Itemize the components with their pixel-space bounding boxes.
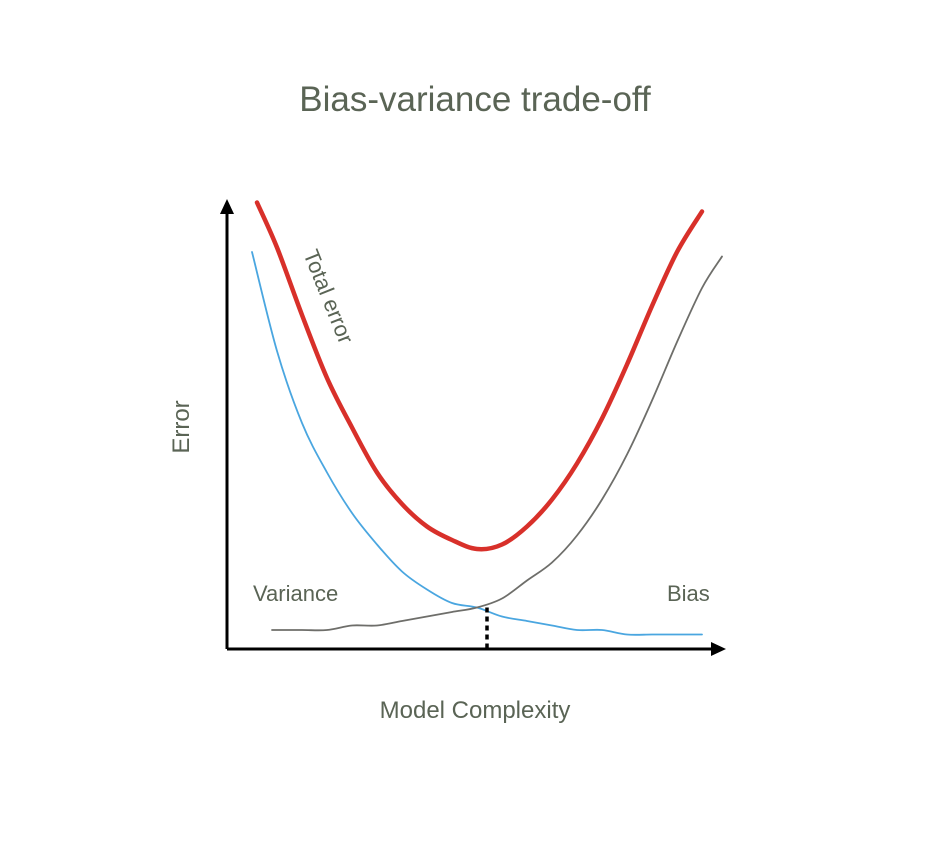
bias-label: Bias bbox=[667, 581, 710, 606]
chart-title: Bias-variance trade-off bbox=[299, 80, 651, 119]
series-layer bbox=[251, 200, 723, 636]
axes bbox=[220, 199, 726, 656]
y-axis-label: Error bbox=[168, 400, 195, 453]
total-error-curve bbox=[254, 200, 705, 552]
variance-curve bbox=[251, 251, 703, 636]
bias-curve bbox=[271, 255, 723, 632]
x-axis-label: Model Complexity bbox=[380, 697, 571, 724]
y-axis-arrow-icon bbox=[220, 199, 234, 214]
variance-label: Variance bbox=[253, 581, 338, 606]
x-axis-arrow-icon bbox=[711, 642, 726, 656]
